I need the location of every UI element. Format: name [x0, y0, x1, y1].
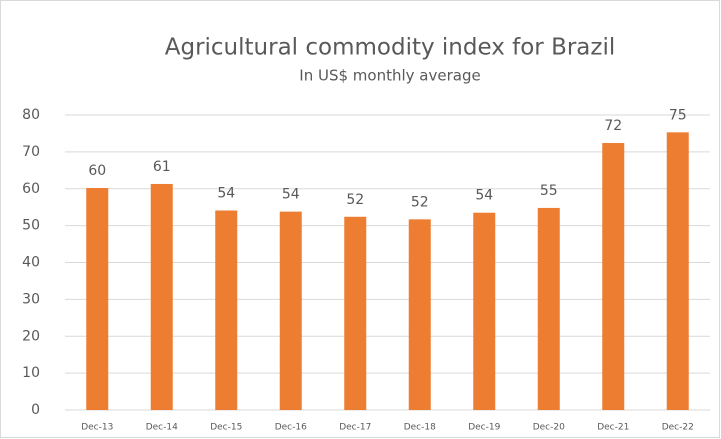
- bar: [602, 143, 625, 410]
- x-tick-label: Dec-15: [210, 423, 242, 433]
- data-label: 54: [282, 187, 300, 203]
- x-tick-label: Dec-13: [81, 423, 113, 433]
- bar: [408, 219, 431, 410]
- x-tick-label: Dec-16: [275, 423, 307, 433]
- x-tick-label: Dec-20: [533, 423, 565, 433]
- data-label: 54: [475, 188, 493, 204]
- data-label: 52: [346, 192, 364, 208]
- data-label: 55: [540, 183, 558, 199]
- chart-title: Agricultural commodity index for Brazil: [165, 35, 616, 61]
- bar: [279, 211, 302, 410]
- y-tick-label: 0: [31, 402, 40, 418]
- data-label: 52: [411, 194, 429, 210]
- data-label: 61: [153, 159, 171, 175]
- bar: [86, 188, 109, 410]
- bar: [537, 207, 560, 410]
- y-tick-label: 30: [22, 291, 40, 307]
- y-tick-label: 80: [22, 107, 40, 123]
- data-label: 75: [669, 107, 687, 123]
- bar: [215, 210, 238, 410]
- y-tick-label: 50: [22, 218, 40, 234]
- x-tick-label: Dec-21: [597, 423, 629, 433]
- bar: [150, 183, 173, 410]
- y-tick-label: 10: [22, 365, 40, 381]
- x-tick-label: Dec-19: [468, 423, 500, 433]
- bar: [666, 132, 689, 411]
- y-tick-label: 70: [22, 144, 40, 160]
- chart-subtitle: In US$ monthly average: [299, 67, 480, 85]
- y-tick-label: 20: [22, 328, 40, 344]
- data-label: 54: [217, 186, 235, 202]
- x-tick-label: Dec-17: [339, 423, 371, 433]
- data-label: 72: [604, 118, 622, 134]
- x-tick-label: Dec-22: [662, 423, 694, 433]
- x-tick-label: Dec-18: [404, 423, 436, 433]
- y-tick-label: 60: [22, 181, 40, 197]
- bar: [473, 212, 496, 410]
- y-tick-label: 40: [22, 255, 40, 271]
- data-label: 60: [88, 163, 106, 179]
- bar: [344, 216, 367, 410]
- x-tick-label: Dec-14: [146, 423, 178, 433]
